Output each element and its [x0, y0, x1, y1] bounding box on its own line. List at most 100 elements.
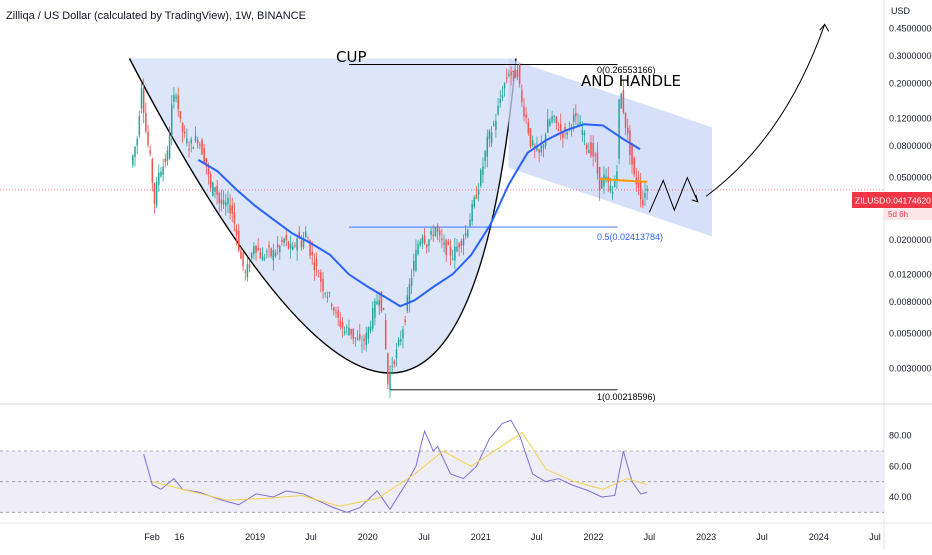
candle-body [192, 147, 195, 149]
candle-body [270, 248, 272, 256]
candle-body [343, 331, 346, 334]
candle-body [454, 246, 456, 261]
candle-body [356, 338, 359, 340]
candle-body [296, 238, 298, 251]
candle-body [244, 271, 246, 273]
price-badge: ZILUSD 0.04174620 5d 6h [852, 192, 932, 220]
candle-body [400, 339, 402, 342]
candle-body [240, 250, 242, 259]
candle-body [320, 272, 322, 283]
candle-body [464, 233, 467, 236]
time-tick-label: Feb [144, 532, 160, 542]
candle-body [136, 138, 138, 146]
candle-body [547, 119, 549, 133]
candle-body [132, 155, 134, 166]
candle-body [592, 143, 594, 157]
candle-body [363, 338, 365, 342]
candle-body [183, 131, 186, 134]
time-tick-label: Jul [305, 532, 317, 542]
candle-body [518, 64, 521, 85]
candle-body [585, 144, 588, 150]
candle-body [255, 245, 257, 253]
candle-body [536, 146, 538, 151]
candle-body [510, 71, 512, 76]
time-tick-label: 16 [174, 532, 184, 542]
candle-body [341, 321, 344, 329]
candle-body [233, 212, 236, 224]
candle-body [499, 98, 501, 104]
candle-body [371, 307, 374, 329]
candle-body [508, 74, 510, 76]
candle-body [231, 205, 234, 214]
moving-average-line [197, 123, 641, 308]
candle-body [581, 129, 584, 135]
candle-body [447, 241, 450, 245]
price-tick-label: 0.30000000 [889, 51, 932, 61]
candle-body [292, 246, 294, 250]
candle-body [616, 171, 618, 181]
candle-body [512, 70, 514, 72]
candle-body [562, 131, 564, 138]
candle-body [557, 129, 560, 131]
candle-body [283, 238, 285, 243]
candle-body [492, 123, 495, 126]
candle-body [229, 204, 231, 214]
candle-body [263, 257, 266, 259]
candle-body [443, 242, 445, 245]
price-tick-label: 0.00300000 [889, 363, 932, 373]
candle-body [425, 244, 428, 248]
rsi-tick-label: 40.00 [889, 492, 912, 502]
chart-title: Zilliqa / US Dollar (calculated by Tradi… [6, 10, 306, 22]
candle-body [482, 166, 484, 175]
candle-body [415, 250, 417, 271]
projection-zigzag [648, 176, 699, 213]
candle-body [313, 262, 316, 271]
candle-body [352, 328, 355, 339]
candle-body [222, 200, 225, 205]
time-tick-label: Jul [418, 532, 430, 542]
candle-body [626, 127, 629, 134]
candle-body [179, 111, 182, 119]
candle-body [140, 87, 143, 109]
price-tick-label: 0.45000000 [889, 24, 932, 34]
projection-arrow [705, 24, 826, 197]
candle-body [253, 246, 255, 254]
candle-body [259, 252, 262, 259]
candle-body [175, 96, 177, 99]
badge-price: 0.04174620 [886, 196, 931, 206]
price-tick-label: 0.02000000 [889, 235, 932, 245]
candle-body [644, 193, 646, 198]
candle-body [404, 319, 406, 323]
rsi-band [0, 451, 884, 513]
candle-body [359, 333, 361, 339]
candle-body [166, 150, 169, 161]
drawings-layer [0, 23, 884, 391]
candle-body [153, 183, 156, 204]
candle-body [490, 132, 493, 144]
candle-body [266, 250, 268, 252]
candle-body [220, 199, 223, 204]
candle-body [285, 234, 288, 241]
candle-body [317, 276, 320, 278]
candle-body [555, 116, 558, 123]
candle-body [568, 122, 571, 124]
candle-body [145, 112, 147, 132]
candle-body [281, 240, 283, 243]
candle-body [261, 256, 264, 261]
candle-body [389, 372, 391, 391]
candle-body [529, 128, 532, 147]
candle-body [542, 145, 545, 148]
rsi-line [143, 419, 648, 513]
candle-body [462, 238, 465, 246]
candle-body [322, 279, 324, 292]
candle-body [164, 158, 167, 163]
price-tick-label: 0.08000000 [889, 141, 932, 151]
candle-body [471, 203, 473, 222]
candle-body [551, 116, 553, 122]
candle-body [188, 148, 190, 151]
time-tick-label: 2024 [809, 532, 829, 542]
fib-0-label: 0(0.26553166) [597, 65, 656, 75]
candle-body [190, 139, 192, 144]
